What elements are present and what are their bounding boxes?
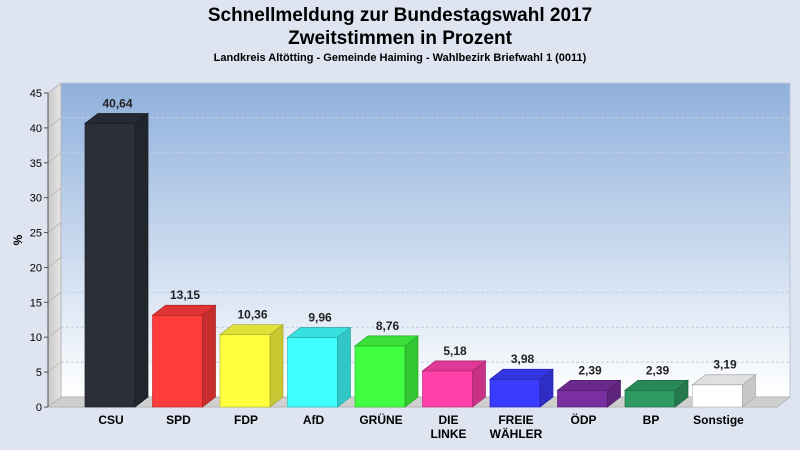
category-label: ÖDP	[570, 412, 596, 427]
y-tick-label: 40	[30, 123, 42, 135]
chart-title-line-2: Zweitstimmen in Prozent	[288, 28, 512, 49]
bar-7	[556, 379, 622, 408]
category-label: CSU	[98, 413, 123, 427]
bar-side	[337, 326, 351, 408]
bar-top	[421, 360, 487, 372]
gridline-side	[47, 82, 62, 94]
bar	[624, 389, 676, 408]
category-label-line: DIE	[438, 413, 458, 427]
category-label: FREIE WÄHLER	[490, 413, 543, 441]
gridline-side	[47, 187, 62, 199]
value-label: 9,96	[308, 311, 332, 325]
y-tick-label: 20	[30, 262, 42, 274]
value-label: 2,39	[646, 363, 670, 377]
y-tick-label: 0	[36, 402, 42, 414]
bar	[219, 334, 271, 408]
chart-title-block: Schnellmeldung zur Bundestagswahl 2017 Z…	[0, 4, 800, 66]
bar-0	[83, 112, 150, 408]
category-label: Sonstige	[693, 413, 744, 427]
value-label: 10,36	[237, 308, 267, 322]
bar-side	[134, 112, 149, 408]
bar	[422, 370, 473, 408]
category-label-line: SPD	[166, 413, 191, 427]
y-tick-label: 5	[36, 367, 42, 379]
category-label: SPD	[166, 413, 191, 427]
category-label-line: FDP	[234, 413, 258, 427]
x-axis: CSU SPD FDP AfD GRÜNE DIE LINKE FREIE WÄHLER ÖDP B…	[98, 412, 744, 441]
category-label-line: BP	[643, 413, 660, 427]
chart-title: Schnellmeldung zur Bundestagswahl 2017	[207, 5, 593, 26]
plot-side-wall	[47, 81, 62, 409]
gridline-side	[47, 291, 62, 303]
chart-subtitle: Landkreis Altötting - Gemeinde Haiming -…	[213, 52, 587, 64]
gridline-side	[47, 326, 62, 338]
value-label: 8,76	[376, 319, 400, 333]
category-label-line: Sonstige	[693, 413, 744, 427]
category-label-line: WÄHLER	[490, 426, 543, 441]
bar-top	[151, 304, 217, 316]
y-tick-label: 30	[30, 193, 42, 205]
bar-top	[218, 324, 285, 336]
gridline-side	[47, 222, 62, 233]
bar-top	[623, 379, 690, 391]
gridline-side	[47, 117, 62, 129]
y-axis-label: %	[11, 234, 25, 245]
category-label-line: AfD	[303, 413, 325, 427]
bar-6	[488, 368, 555, 408]
bar	[287, 337, 338, 408]
category-label: DIE LINKE	[431, 413, 467, 441]
y-tick-label: 10	[30, 332, 42, 344]
bar-1	[151, 304, 217, 408]
value-label: 2,39	[578, 363, 602, 377]
category-label-line: GRÜNE	[359, 412, 402, 427]
bar	[84, 123, 136, 408]
value-label: 13,15	[170, 288, 200, 302]
bar	[692, 384, 743, 408]
y-tick-label: 15	[30, 297, 42, 309]
bars	[83, 112, 757, 408]
value-labels: 40,64 13,15 10,36 9,96 8,76 5,18 3,98 2,39 2,39 3…	[102, 96, 737, 377]
bar-side	[269, 323, 284, 408]
bar-5	[421, 360, 487, 408]
bar-side	[202, 304, 216, 408]
category-label: FDP	[234, 413, 258, 427]
bar-top	[83, 113, 150, 124]
bar-top	[488, 368, 555, 380]
bar-top	[286, 327, 352, 338]
bar-top	[353, 335, 420, 347]
y-axis: 0 5 10 15 20 25 30 35 40 45	[30, 88, 49, 414]
y-tick-label: 45	[30, 88, 42, 100]
gridline-side	[47, 361, 62, 373]
value-label: 40,64	[102, 96, 132, 110]
bar-8	[623, 379, 690, 408]
bar-top	[556, 379, 622, 391]
bar	[557, 389, 608, 408]
value-label: 3,98	[511, 352, 535, 366]
category-label: AfD	[303, 413, 325, 427]
bar	[489, 378, 541, 408]
category-label-line: LINKE	[431, 427, 467, 441]
bar-side	[404, 335, 419, 408]
bar	[152, 314, 203, 408]
y-tick-label: 25	[30, 228, 42, 240]
bar-9	[691, 374, 757, 408]
value-label: 5,18	[443, 344, 467, 358]
bar-2	[218, 323, 285, 408]
value-label: 3,19	[713, 358, 737, 372]
gridline-side	[47, 152, 62, 164]
bar-4	[353, 335, 420, 408]
category-label-line: ÖDP	[570, 412, 596, 427]
bar	[354, 345, 406, 408]
category-label-line: CSU	[98, 413, 123, 427]
category-label: BP	[643, 413, 660, 427]
category-label: GRÜNE	[359, 412, 402, 427]
category-label-line: FREIE	[498, 413, 533, 427]
y-tick-label: 35	[30, 158, 42, 170]
bar-top	[691, 374, 757, 386]
bar-3	[286, 326, 352, 408]
gridline-side	[47, 257, 62, 268]
